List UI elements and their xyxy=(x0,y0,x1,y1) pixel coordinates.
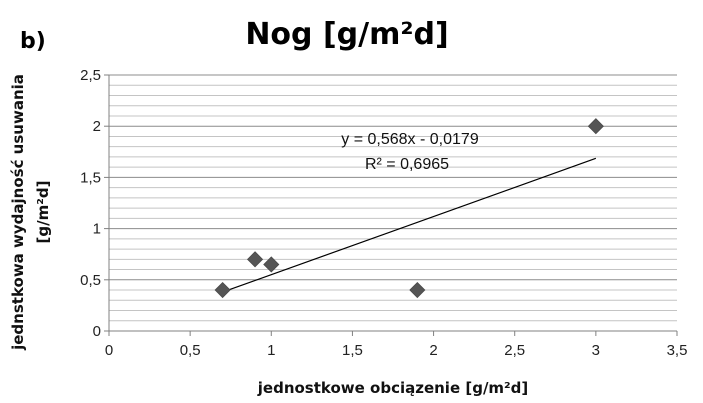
data-point-marker xyxy=(409,281,426,299)
x-tick-label: 0,5 xyxy=(180,342,201,359)
x-tick-label: 3,5 xyxy=(667,342,688,359)
data-point-marker xyxy=(214,281,231,299)
y-axis-title-line2: [g/m²d] xyxy=(34,181,52,244)
y-tick-labels: 0 0,5 1 1,5 2 2,5 xyxy=(80,67,109,340)
trendline-equation: y = 0,568x - 0,0179 xyxy=(341,131,479,148)
data-point-marker xyxy=(587,118,604,135)
gridlines xyxy=(109,74,677,322)
x-tick-label: 1,5 xyxy=(342,342,363,359)
axes xyxy=(108,75,677,332)
data-point-marker xyxy=(263,256,280,273)
data-point-marker xyxy=(246,251,264,268)
y-tick-label: 0,5 xyxy=(80,272,101,289)
x-tick-label: 1 xyxy=(267,342,275,359)
chart-title: Nog [g/m²d] xyxy=(245,17,448,52)
y-tick-label: 0 xyxy=(93,323,101,340)
y-tick-label: 2 xyxy=(93,118,101,135)
y-tick-label: 1 xyxy=(93,221,101,238)
trendline xyxy=(222,157,597,293)
y-tick-label: 2,5 xyxy=(80,67,101,84)
y-tick-label: 1,5 xyxy=(80,169,101,186)
r-squared-label: R² = 0,6965 xyxy=(365,156,449,173)
x-tick-label: 3 xyxy=(592,342,600,359)
x-tick-label: 2 xyxy=(429,342,437,359)
x-tick-labels: 0 0,5 1 1,5 2 2,5 3 3,5 xyxy=(105,331,688,359)
panel-label: b) xyxy=(20,29,46,54)
data-points xyxy=(214,118,604,299)
x-tick-label: 2,5 xyxy=(504,342,525,359)
x-axis-title: jednostkowe obciązenie [g/m²d] xyxy=(257,379,528,397)
trendline-group xyxy=(222,157,597,293)
x-tick-label: 0 xyxy=(105,342,113,359)
y-axis-title-line1: jednstkowa wydajność usuwania xyxy=(9,74,27,351)
